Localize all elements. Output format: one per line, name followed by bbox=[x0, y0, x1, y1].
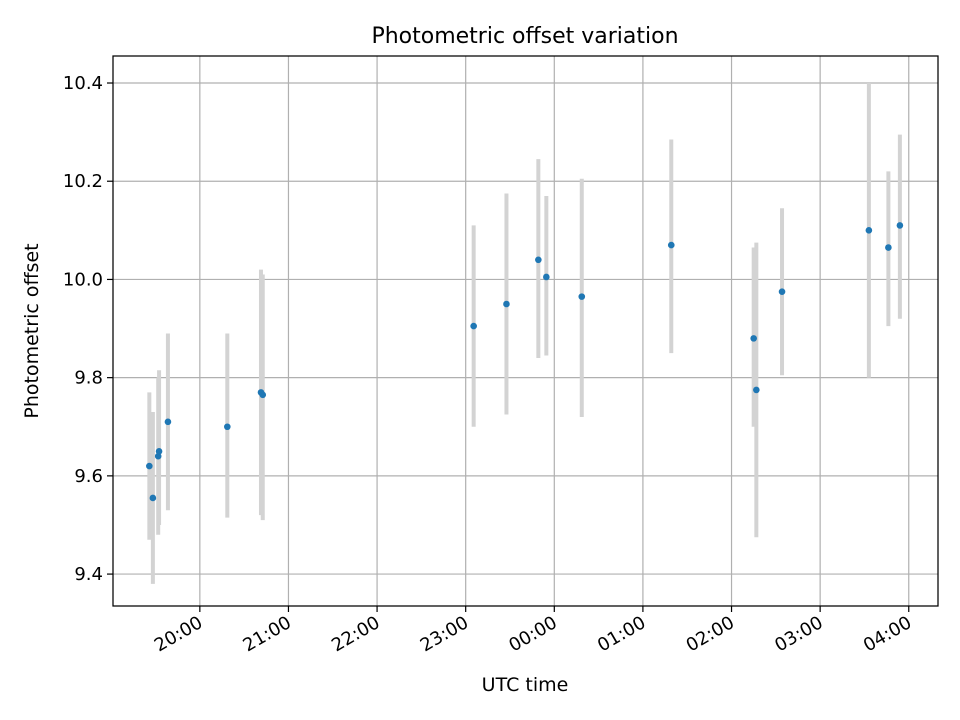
y-axis-label: Photometric offset bbox=[21, 243, 43, 418]
data-point bbox=[146, 462, 153, 470]
data-points bbox=[146, 222, 904, 502]
data-point bbox=[543, 273, 550, 281]
y-tick-label: 10.0 bbox=[63, 269, 103, 290]
data-point bbox=[259, 391, 267, 399]
data-point bbox=[164, 418, 172, 426]
y-tick-label: 9.8 bbox=[74, 368, 103, 389]
data-point bbox=[667, 241, 675, 249]
plot-frame bbox=[112, 55, 939, 607]
y-tick-label: 10.2 bbox=[63, 171, 103, 192]
data-point bbox=[503, 300, 510, 308]
data-point bbox=[155, 448, 163, 455]
data-point bbox=[470, 322, 477, 330]
x-axis-label: UTC time bbox=[482, 674, 569, 696]
data-point bbox=[778, 288, 786, 296]
data-point bbox=[149, 494, 157, 502]
y-tick-label: 9.4 bbox=[74, 564, 103, 585]
data-point bbox=[753, 386, 760, 394]
data-point bbox=[535, 256, 542, 264]
y-tick-label: 9.6 bbox=[74, 466, 103, 487]
data-point bbox=[750, 335, 757, 342]
data-point bbox=[896, 222, 904, 229]
data-point bbox=[224, 423, 231, 431]
data-point bbox=[885, 244, 892, 251]
y-axis-ticks: 9.4 9.6 9.8 10.0 10.2 10.4 bbox=[63, 73, 113, 585]
data-point bbox=[865, 227, 873, 234]
chart-title: Photometric offset variation bbox=[371, 24, 678, 49]
y-tick-label: 10.4 bbox=[63, 73, 103, 94]
data-point bbox=[578, 293, 586, 300]
grid-lines bbox=[113, 56, 938, 606]
data-point bbox=[154, 452, 162, 460]
